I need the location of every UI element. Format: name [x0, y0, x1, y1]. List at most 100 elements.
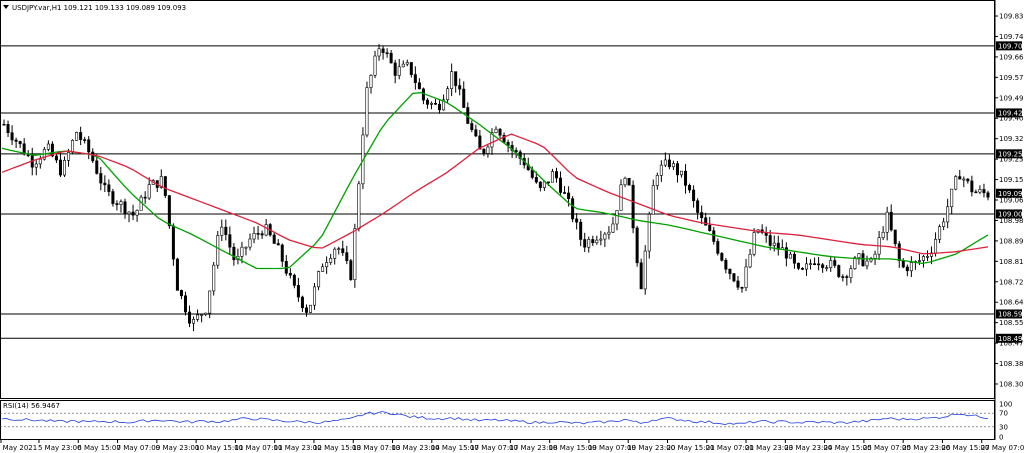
candle-body [131, 211, 135, 216]
candle-body [103, 182, 107, 186]
candle-body [216, 235, 220, 266]
candle-body [784, 247, 788, 259]
x-tick-label: 23 May 23:00 [784, 444, 832, 452]
candle-body [595, 239, 599, 244]
candle-body [111, 191, 115, 204]
candle-body [631, 184, 635, 229]
candle-body [353, 228, 357, 281]
candle-body [349, 260, 353, 281]
candle-body [829, 260, 833, 268]
candle-body [357, 183, 361, 230]
candle-body [675, 163, 679, 176]
candle-body [708, 224, 712, 232]
rsi-tick-label: 30 [999, 423, 1008, 431]
candle-body [498, 128, 502, 136]
candle-body [183, 295, 187, 313]
candle-body [849, 268, 853, 278]
candle-body [438, 103, 442, 111]
candle-body [986, 192, 990, 198]
candle-body [514, 150, 518, 153]
candle-body [518, 151, 522, 159]
level-price-tag [996, 309, 1022, 319]
candle-body [163, 176, 167, 196]
level-price-label: 109.007 [998, 210, 1024, 218]
candle-body [413, 74, 417, 84]
candle-body [373, 55, 377, 76]
candle-body [788, 253, 792, 259]
candle-body [607, 231, 611, 235]
candle-body [14, 139, 18, 142]
candle-body [22, 143, 26, 155]
candle-body [732, 273, 736, 282]
symbol-info-label: USDJPY.var,H1 109.121 109.133 109.089 10… [12, 4, 186, 12]
candle-body [38, 158, 42, 165]
candle-body [853, 257, 857, 269]
candle-body [454, 71, 458, 86]
x-tick-label: 17 May 07:00 [470, 444, 518, 452]
candle-body [857, 253, 861, 259]
y-tick-label: 109.660 [999, 53, 1024, 61]
candle-body [635, 227, 639, 264]
candle-body [300, 296, 304, 309]
x-tick-label: 11 May 23:00 [274, 444, 322, 452]
dropdown-triangle-icon[interactable] [3, 5, 9, 9]
candle-body [921, 256, 925, 261]
candle-body [389, 52, 393, 64]
candle-body [627, 177, 631, 186]
candle-body [845, 276, 849, 278]
candle-body [304, 307, 308, 313]
candle-body [135, 210, 139, 216]
x-tick-label: 19 May 23:00 [627, 444, 675, 452]
candle-body [744, 266, 748, 288]
candle-body [700, 212, 704, 219]
candle-body [381, 48, 385, 53]
x-tick-label: 12 May 15:00 [313, 444, 361, 452]
candle-body [147, 184, 151, 199]
x-tick-label: 6 May 15:00 [77, 444, 121, 452]
candle-body [87, 139, 91, 153]
candle-body [91, 151, 95, 162]
candle-body [861, 253, 865, 267]
candle-body [313, 286, 317, 306]
level-price-label: 108.591 [998, 310, 1024, 318]
level-price-label: 109.427 [998, 109, 1024, 117]
candle-body [942, 221, 946, 227]
rsi-tick-label: 100 [999, 401, 1012, 409]
candle-body [909, 262, 913, 272]
candle-body [123, 201, 127, 215]
candle-body [248, 238, 252, 248]
candle-body [107, 184, 111, 192]
moving-average-green [1, 92, 989, 270]
candle-body [10, 132, 14, 141]
candle-body [288, 272, 292, 276]
level-price-tag [996, 149, 1022, 159]
candle-body [260, 233, 264, 236]
candle-body [901, 260, 905, 268]
candle-body [885, 211, 889, 233]
y-tick-label: 108.555 [999, 319, 1024, 327]
candle-body [559, 177, 563, 193]
x-tick-label: 21 May 23:00 [745, 444, 793, 452]
candle-body [954, 176, 958, 190]
y-tick-label: 108.895 [999, 237, 1024, 245]
x-tick-label: 5 May 2021 [0, 444, 37, 452]
x-tick-label: 7 May 07:00 [117, 444, 161, 452]
candle-body [889, 211, 893, 231]
candle-body [244, 246, 248, 249]
candle-body [143, 196, 147, 199]
candle-body [950, 188, 954, 208]
candle-body [736, 280, 740, 288]
candle-body [256, 233, 260, 235]
candle-body [482, 148, 486, 154]
candle-body [341, 248, 345, 253]
candle-body [680, 170, 684, 176]
x-tick-label: 11 May 07:00 [234, 444, 282, 452]
candle-body [425, 99, 429, 105]
candle-body [897, 243, 901, 261]
x-tick-label: 13 May 23:00 [392, 444, 440, 452]
candle-body [50, 143, 54, 157]
candle-body [196, 314, 200, 320]
candle-body [67, 152, 71, 161]
candle-body [296, 285, 300, 298]
